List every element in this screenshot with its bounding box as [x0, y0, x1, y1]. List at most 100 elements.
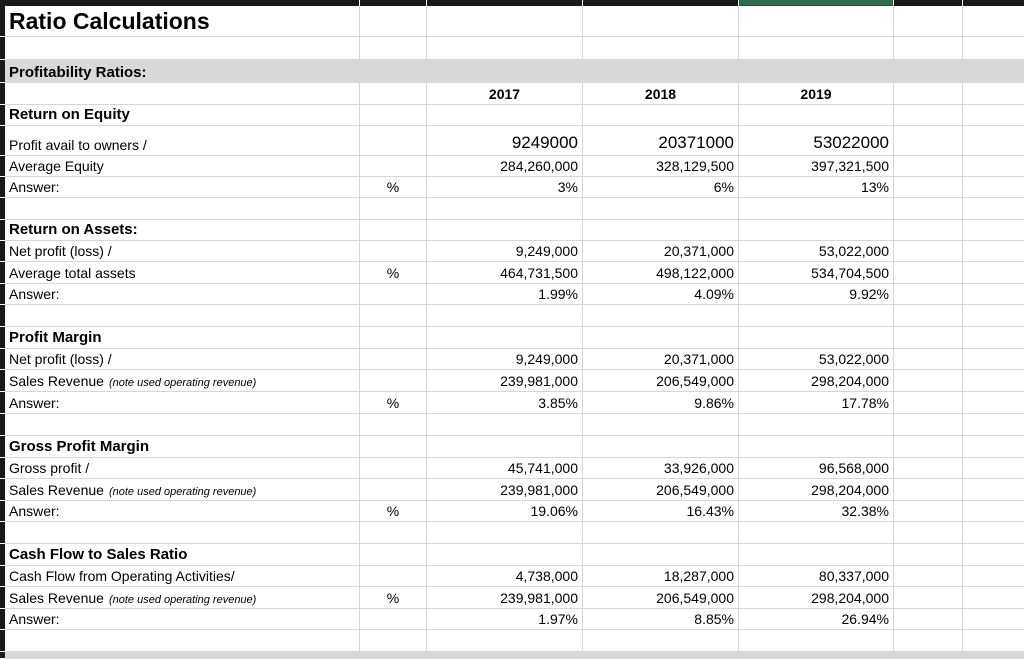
value-cell[interactable]: 9.92%: [739, 284, 894, 305]
row-label-cell[interactable]: Net profit (loss) /: [5, 349, 360, 370]
empty-cell[interactable]: [963, 284, 1024, 305]
percent-cell[interactable]: %: [360, 177, 427, 198]
empty-cell[interactable]: [894, 522, 963, 544]
empty-cell[interactable]: [963, 544, 1024, 566]
empty-cell[interactable]: [894, 198, 963, 220]
empty-cell[interactable]: [739, 37, 894, 60]
empty-cell[interactable]: [360, 370, 427, 392]
empty-cell[interactable]: [583, 220, 739, 241]
section-title[interactable]: Cash Flow to Sales Ratio: [5, 544, 360, 566]
empty-cell[interactable]: [894, 609, 963, 630]
empty-cell[interactable]: [894, 156, 963, 177]
empty-cell[interactable]: [427, 37, 583, 60]
empty-cell[interactable]: [427, 6, 583, 37]
empty-cell[interactable]: [894, 349, 963, 370]
row-label-cell[interactable]: Average Equity: [5, 156, 360, 177]
year-header[interactable]: 2018: [583, 83, 739, 105]
empty-cell[interactable]: [360, 83, 427, 105]
value-cell[interactable]: 206,549,000: [583, 370, 739, 392]
empty-cell[interactable]: [894, 630, 963, 652]
empty-cell[interactable]: [427, 198, 583, 220]
empty-cell[interactable]: [894, 105, 963, 126]
empty-cell[interactable]: [963, 305, 1024, 327]
empty-cell[interactable]: [963, 630, 1024, 652]
empty-cell[interactable]: [583, 305, 739, 327]
value-cell[interactable]: 13%: [739, 177, 894, 198]
empty-cell[interactable]: [963, 177, 1024, 198]
empty-cell[interactable]: [963, 587, 1024, 609]
empty-cell[interactable]: [360, 37, 427, 60]
value-cell[interactable]: 16.43%: [583, 501, 739, 522]
empty-cell[interactable]: [894, 501, 963, 522]
section-band-label[interactable]: Profitability Ratios:: [5, 60, 1024, 83]
empty-cell[interactable]: [360, 609, 427, 630]
row-label-cell[interactable]: Gross profit /: [5, 458, 360, 479]
value-cell[interactable]: 4.09%: [583, 284, 739, 305]
value-cell[interactable]: 45,741,000: [427, 458, 583, 479]
percent-cell[interactable]: %: [360, 262, 427, 284]
section-title[interactable]: Return on Equity: [5, 105, 360, 126]
empty-cell[interactable]: [5, 630, 360, 652]
empty-cell[interactable]: [583, 6, 739, 37]
empty-cell[interactable]: [5, 305, 360, 327]
row-label-cell[interactable]: Net profit (loss) /: [5, 241, 360, 262]
empty-cell[interactable]: [894, 6, 963, 37]
empty-cell[interactable]: [894, 392, 963, 414]
year-header[interactable]: 2019: [739, 83, 894, 105]
value-cell[interactable]: 9249000: [427, 126, 583, 156]
empty-cell[interactable]: [360, 566, 427, 587]
empty-cell[interactable]: [427, 436, 583, 458]
empty-cell[interactable]: [963, 609, 1024, 630]
empty-cell[interactable]: [5, 83, 360, 105]
empty-cell[interactable]: [360, 305, 427, 327]
empty-cell[interactable]: [360, 458, 427, 479]
empty-cell[interactable]: [894, 458, 963, 479]
value-cell[interactable]: 534,704,500: [739, 262, 894, 284]
value-cell[interactable]: 239,981,000: [427, 479, 583, 501]
section-title[interactable]: Profit Margin: [5, 327, 360, 349]
value-cell[interactable]: 298,204,000: [739, 587, 894, 609]
empty-cell[interactable]: [5, 198, 360, 220]
value-cell[interactable]: 4,738,000: [427, 566, 583, 587]
row-label-cell[interactable]: Answer:: [5, 177, 360, 198]
value-cell[interactable]: 26.94%: [739, 609, 894, 630]
empty-cell[interactable]: [360, 479, 427, 501]
empty-cell[interactable]: [427, 105, 583, 126]
empty-cell[interactable]: [963, 6, 1024, 37]
year-header[interactable]: 2017: [427, 83, 583, 105]
section-title[interactable]: Gross Profit Margin: [5, 436, 360, 458]
empty-cell[interactable]: [894, 177, 963, 198]
empty-cell[interactable]: [583, 522, 739, 544]
row-label-cell[interactable]: Answer:: [5, 284, 360, 305]
empty-cell[interactable]: [894, 126, 963, 156]
empty-cell[interactable]: [963, 241, 1024, 262]
empty-cell[interactable]: [963, 126, 1024, 156]
value-cell[interactable]: 32.38%: [739, 501, 894, 522]
empty-cell[interactable]: [427, 305, 583, 327]
value-cell[interactable]: 239,981,000: [427, 587, 583, 609]
empty-cell[interactable]: [360, 414, 427, 436]
empty-cell[interactable]: [360, 630, 427, 652]
value-cell[interactable]: 298,204,000: [739, 479, 894, 501]
row-label-cell[interactable]: Answer:: [5, 392, 360, 414]
empty-cell[interactable]: [5, 37, 360, 60]
empty-cell[interactable]: [739, 6, 894, 37]
empty-cell[interactable]: [427, 630, 583, 652]
value-cell[interactable]: 20,371,000: [583, 349, 739, 370]
value-cell[interactable]: 498,122,000: [583, 262, 739, 284]
empty-cell[interactable]: [5, 414, 360, 436]
empty-cell[interactable]: [427, 327, 583, 349]
empty-cell[interactable]: [894, 83, 963, 105]
empty-cell[interactable]: [583, 414, 739, 436]
value-cell[interactable]: 53022000: [739, 126, 894, 156]
empty-cell[interactable]: [739, 305, 894, 327]
empty-cell[interactable]: [360, 349, 427, 370]
value-cell[interactable]: 9,249,000: [427, 349, 583, 370]
value-cell[interactable]: 397,321,500: [739, 156, 894, 177]
value-cell[interactable]: 53,022,000: [739, 241, 894, 262]
empty-cell[interactable]: [360, 284, 427, 305]
percent-cell[interactable]: %: [360, 501, 427, 522]
value-cell[interactable]: 6%: [583, 177, 739, 198]
row-label-cell[interactable]: Cash Flow from Operating Activities/: [5, 566, 360, 587]
empty-cell[interactable]: [894, 241, 963, 262]
